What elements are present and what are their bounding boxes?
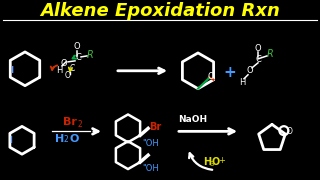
Text: O: O bbox=[69, 134, 78, 144]
Text: O: O bbox=[61, 59, 67, 68]
Text: I: I bbox=[11, 66, 13, 75]
Text: C: C bbox=[255, 55, 261, 64]
Text: +: + bbox=[224, 65, 236, 80]
Text: O: O bbox=[287, 127, 293, 136]
Text: 2: 2 bbox=[77, 120, 82, 129]
Text: Br: Br bbox=[149, 122, 161, 132]
Text: O: O bbox=[207, 72, 214, 81]
Text: 3: 3 bbox=[210, 161, 214, 167]
Text: Br: Br bbox=[63, 117, 77, 127]
Text: NaOH: NaOH bbox=[178, 115, 207, 124]
Text: O: O bbox=[212, 157, 220, 167]
Text: C: C bbox=[69, 64, 75, 73]
Text: O: O bbox=[255, 44, 261, 53]
Text: R: R bbox=[87, 50, 93, 60]
Text: H: H bbox=[55, 134, 64, 144]
Text: H: H bbox=[239, 78, 245, 87]
Text: "OH: "OH bbox=[142, 164, 159, 173]
Text: "OH: "OH bbox=[142, 139, 159, 148]
Text: H: H bbox=[56, 66, 62, 75]
Text: I: I bbox=[10, 136, 12, 145]
Text: H: H bbox=[203, 157, 211, 167]
Text: O: O bbox=[65, 71, 71, 80]
Text: Alkene Epoxidation Rxn: Alkene Epoxidation Rxn bbox=[40, 2, 280, 20]
Text: 2: 2 bbox=[64, 135, 69, 144]
Text: O: O bbox=[74, 42, 80, 51]
Text: R: R bbox=[267, 49, 273, 59]
Text: +: + bbox=[219, 156, 225, 165]
Text: O: O bbox=[247, 66, 253, 75]
Text: C: C bbox=[75, 53, 81, 62]
